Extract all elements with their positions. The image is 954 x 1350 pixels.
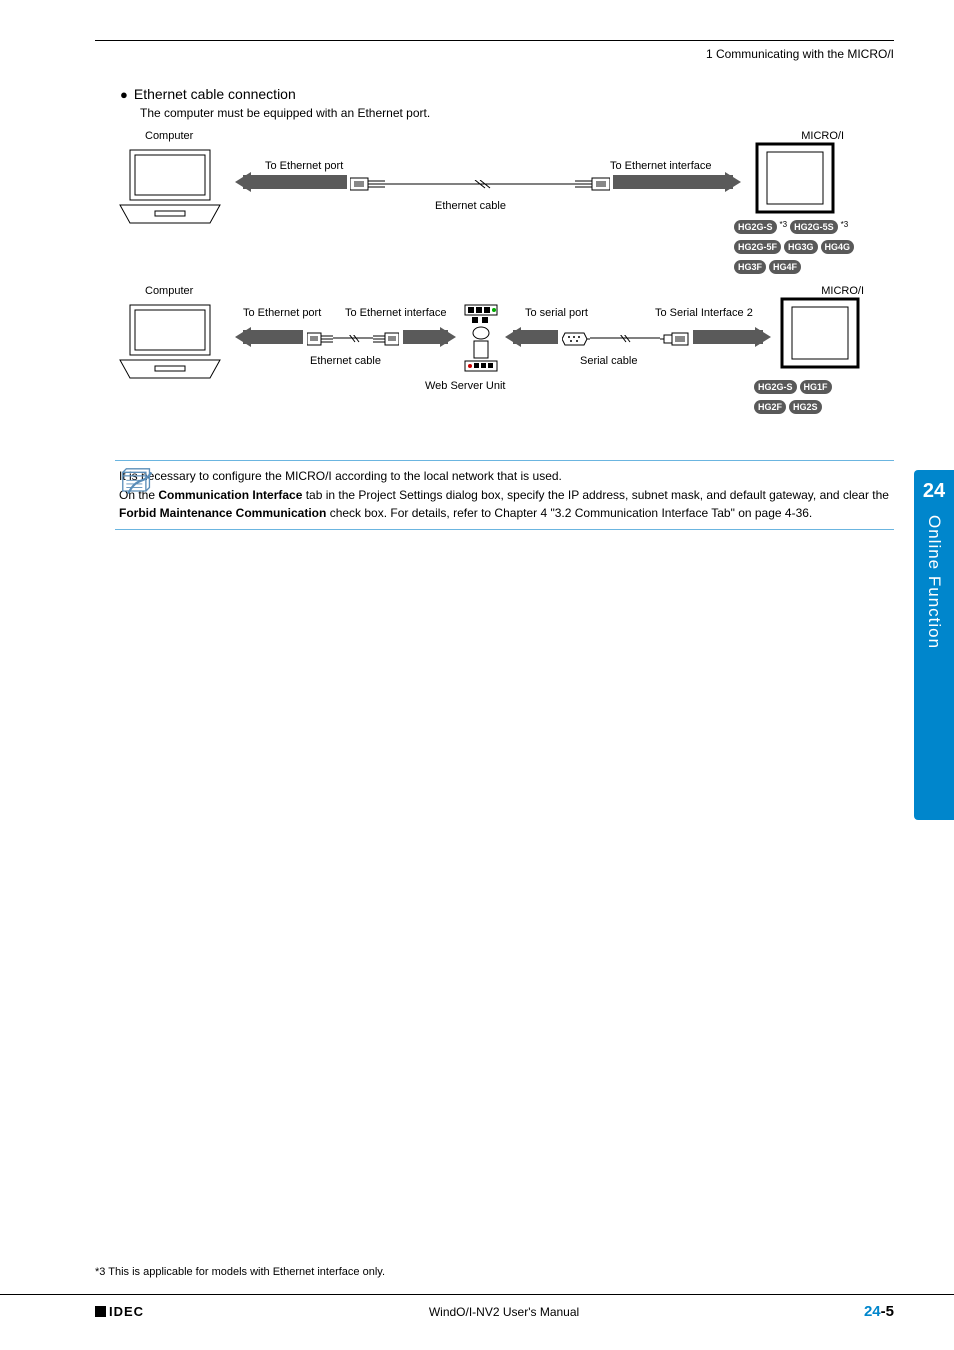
micro-device-icon [755,142,835,214]
computer-icon [115,300,225,385]
cable-line [385,180,575,190]
idec-logo: IDEC [95,1304,144,1319]
manual-title: WindO/I-NV2 User's Manual [429,1305,579,1319]
section-description: The computer must be equipped with an Et… [140,106,894,120]
label-micro: MICRO/I [821,285,864,297]
label-ethernet-cable: Ethernet cable [435,200,506,212]
page-footer: IDEC WindO/I-NV2 User's Manual 24-5 [0,1294,954,1320]
arrow-right-icon [693,327,773,351]
label-to-ethernet-port: To Ethernet port [265,160,343,172]
section-title: Ethernet cable connection [134,86,296,102]
label-to-ethernet-interface: To Ethernet interface [610,160,712,172]
chapter-side-tab: 24 Online Function [914,470,954,820]
ethernet-connector-icon [373,331,399,347]
badge-hg2g-5s: HG2G-5S [790,220,838,234]
badge-hg2s: HG2S [789,400,822,414]
badge-hg4f: HG4F [769,260,801,274]
device-badges-group-1: HG2G-S*3 HG2G-5S*3 HG2G-5F HG3G HG4G HG3… [734,220,894,274]
micro-device-icon [780,297,860,369]
serial-connector-icon [562,331,590,347]
diagram-ethernet-via-webserver: Computer MICRO/I To Ethernet port To Eth… [115,285,894,440]
cable-short-icon [590,335,660,343]
label-to-serial-port: To serial port [525,307,588,319]
footnote-ref: *3 [841,220,849,234]
logo-square-icon [95,1306,106,1317]
footnote-text: *3 This is applicable for models with Et… [95,1266,385,1278]
arrow-left-icon [505,327,560,351]
chapter-title: Online Function [924,515,944,649]
note-text: It is necessary to configure the MICRO/I… [119,467,890,523]
device-badges-group-2: HG2G-S HG1F HG2F HG2S [754,380,874,414]
footnote-ref: *3 [780,220,788,234]
bullet-icon: ● [120,87,128,102]
label-web-server-unit: Web Server Unit [425,380,506,392]
serial-connector-icon [660,331,690,347]
badge-hg2g-5f: HG2G-5F [734,240,781,254]
cable-arrow-right [613,172,743,202]
label-computer: Computer [145,285,193,297]
badge-hg1f: HG1F [800,380,832,394]
cable-short-icon [333,335,373,343]
ethernet-connector-left-icon [350,175,385,193]
note-box: It is necessary to configure the MICRO/I… [115,460,894,530]
badge-hg4g: HG4G [821,240,855,254]
badge-hg2g-s: HG2G-S [734,220,777,234]
badge-hg3f: HG3F [734,260,766,274]
label-computer: Computer [145,130,193,142]
diagram-ethernet-direct: Computer MICRO/I To Ethernet port To Eth… [115,130,894,285]
label-ethernet-cable: Ethernet cable [310,355,381,367]
ethernet-connector-right-icon [575,175,610,193]
arrow-right-icon [403,327,458,351]
badge-hg2g-s: HG2G-S [754,380,797,394]
ethernet-connector-icon [307,331,333,347]
computer-icon [115,145,225,230]
label-to-ethernet-interface: To Ethernet interface [345,307,447,319]
page-number: 24-5 [864,1303,894,1320]
badge-hg2f: HG2F [754,400,786,414]
note-icon [119,467,155,499]
arrow-left-icon [235,327,305,351]
label-serial-cable: Serial cable [580,355,637,367]
page-header: 1 Communicating with the MICRO/I [95,47,894,61]
badge-hg3g: HG3G [784,240,818,254]
cable-arrow-left [235,172,350,202]
label-to-serial-interface-2: To Serial Interface 2 [655,307,753,319]
chapter-number: 24 [923,480,945,503]
label-to-ethernet-port: To Ethernet port [243,307,321,319]
web-server-unit-icon [460,303,502,373]
label-micro: MICRO/I [801,130,844,142]
